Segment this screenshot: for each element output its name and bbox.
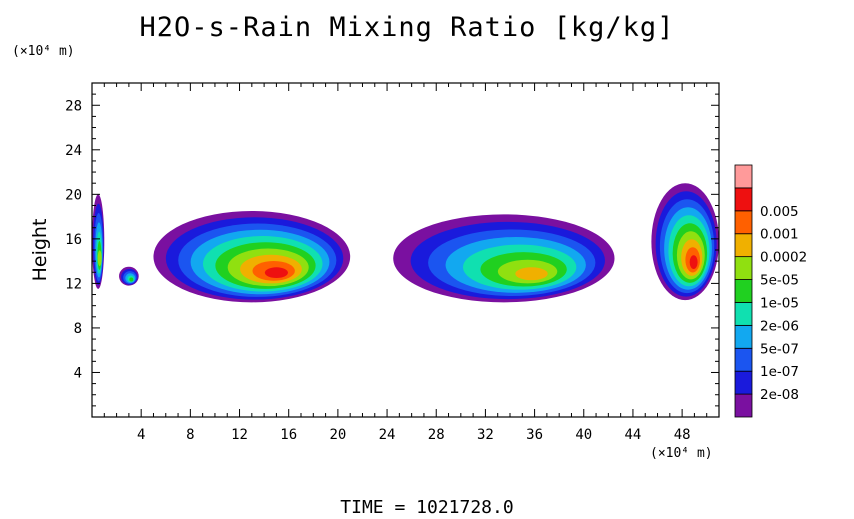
contour-level-5	[129, 277, 134, 282]
x-tick-label: 20	[329, 427, 346, 443]
colorbar-label: 5e-07	[760, 341, 799, 357]
contour-regions	[92, 183, 719, 303]
colorbar: 2e-08 1e-07 5e-07 2e-06 1e-05 5e-05 0.0002 0.00…	[734, 164, 807, 418]
y-tick-label: 8	[74, 321, 82, 337]
colorbar-label: 1e-07	[760, 364, 799, 380]
contour-level-9	[689, 255, 698, 269]
colorbar-swatch	[734, 279, 753, 303]
colorbar-label: 2e-08	[760, 387, 799, 403]
x-axis-unit: (×10⁴ m)	[650, 446, 713, 461]
colorbar-swatch	[734, 324, 753, 349]
colorbar-swatch	[734, 187, 753, 212]
time-label: TIME = 1021728.0	[340, 497, 514, 518]
contour-level-7	[515, 267, 548, 281]
y-tick-label: 20	[65, 187, 82, 203]
x-tick-label: 4	[137, 427, 145, 443]
region-4	[651, 183, 719, 301]
region-1	[119, 266, 139, 286]
region-3	[393, 214, 615, 303]
colorbar-swatch	[734, 347, 753, 372]
colorbar-swatch	[734, 256, 753, 280]
x-tick-label: 40	[575, 427, 592, 443]
y-tick-label: 12	[65, 276, 82, 292]
colorbar-label: 0.001	[760, 227, 799, 243]
contour-level-9	[264, 267, 288, 279]
colorbar-swatch	[734, 210, 753, 235]
chart-title: H2O-s-Rain Mixing Ratio [kg/kg]	[139, 12, 675, 43]
x-tick-label: 36	[526, 427, 543, 443]
colorbar-label: 1e-05	[760, 295, 799, 311]
colorbar-label: 0.005	[760, 204, 799, 220]
colorbar-swatch	[734, 302, 753, 326]
x-tick-label: 12	[231, 427, 248, 443]
contour-level-6	[97, 250, 102, 267]
colorbar-label: 0.0002	[760, 250, 807, 266]
colorbar-label: 2e-06	[760, 318, 799, 334]
y-tick-label: 28	[65, 98, 82, 114]
y-tick-label: 4	[74, 365, 82, 381]
x-tick-label: 8	[186, 427, 194, 443]
x-tick-label: 44	[625, 427, 642, 443]
colorbar-swatch	[734, 164, 753, 189]
colorbar-swatch	[734, 393, 753, 418]
region-0	[92, 194, 105, 289]
x-tick-label: 32	[477, 427, 494, 443]
x-tick-label: 16	[280, 427, 297, 443]
y-tick-label: 24	[65, 143, 82, 159]
x-tick-label: 48	[674, 427, 691, 443]
region-2	[153, 211, 351, 303]
colorbar-label: 5e-05	[760, 273, 799, 289]
colorbar-swatch	[734, 233, 753, 258]
y-tick-label: 16	[65, 232, 82, 248]
x-tick-label: 28	[428, 427, 445, 443]
colorbar-swatch	[734, 370, 753, 395]
x-tick-label: 24	[379, 427, 396, 443]
y-axis-unit: (×10⁴ m)	[12, 44, 75, 59]
